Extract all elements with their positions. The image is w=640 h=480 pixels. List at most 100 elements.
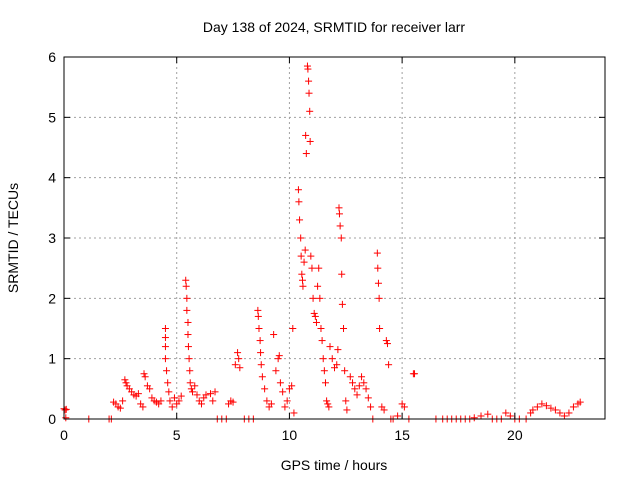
- data-point: [547, 404, 555, 412]
- y-tick-label: 3: [48, 230, 56, 246]
- data-point: [338, 300, 346, 308]
- y-axis-title: SRMTID / TECUs: [5, 183, 21, 293]
- data-point: [383, 340, 391, 348]
- y-tick-label: 2: [48, 290, 56, 306]
- data-point: [560, 412, 568, 420]
- data-point: [477, 412, 485, 420]
- data-point: [121, 376, 129, 384]
- data-point: [165, 388, 173, 396]
- data-point: [166, 397, 174, 405]
- data-point: [340, 325, 348, 332]
- data-point: [234, 349, 242, 357]
- data-point: [349, 379, 357, 387]
- x-tick-label: 20: [507, 427, 523, 443]
- data-point: [343, 406, 351, 414]
- data-point: [209, 397, 217, 405]
- data-point: [376, 325, 384, 332]
- data-point: [411, 370, 419, 378]
- data-point: [270, 331, 278, 339]
- data-point: [551, 406, 559, 414]
- data-point: [254, 306, 262, 314]
- data-point: [374, 279, 382, 287]
- data-point: [385, 361, 393, 369]
- y-tick-label: 4: [48, 170, 56, 186]
- chart-title: Day 138 of 2024, SRMTID for receiver lar…: [203, 19, 466, 35]
- data-point: [299, 282, 307, 290]
- data-point: [325, 403, 333, 411]
- data-point: [184, 318, 192, 326]
- data-point: [254, 312, 262, 320]
- data-point: [184, 331, 192, 339]
- data-point: [362, 385, 370, 393]
- data-point: [157, 397, 165, 405]
- data-point: [360, 379, 368, 387]
- data-point: [229, 398, 237, 406]
- data-point: [565, 409, 573, 417]
- data-points: [60, 62, 584, 423]
- data-point: [375, 294, 383, 302]
- data-point: [134, 390, 142, 398]
- data-point: [198, 400, 206, 408]
- data-point: [304, 65, 312, 73]
- data-point: [351, 385, 359, 393]
- data-point: [163, 367, 171, 375]
- x-tick-label: 15: [394, 427, 410, 443]
- data-point: [533, 403, 541, 411]
- data-point: [177, 392, 185, 400]
- data-point: [367, 403, 375, 411]
- y-tick-label: 5: [48, 109, 56, 125]
- data-point: [183, 294, 191, 302]
- data-point: [308, 264, 316, 272]
- data-point: [261, 385, 269, 393]
- data-point: [231, 361, 239, 369]
- data-point: [302, 150, 310, 158]
- data-point: [323, 397, 331, 405]
- data-point: [186, 379, 194, 387]
- data-point: [281, 403, 289, 411]
- data-point: [315, 264, 323, 272]
- data-point: [309, 294, 317, 302]
- data-point: [263, 397, 271, 405]
- data-point: [341, 367, 349, 375]
- data-point: [302, 131, 310, 139]
- data-point: [188, 388, 196, 396]
- ticks: 0 5 10 15 20 0 1 2 3 4 5 6: [48, 49, 605, 443]
- data-point: [576, 398, 584, 406]
- data-point: [283, 397, 291, 405]
- data-point: [161, 334, 169, 342]
- data-point: [394, 412, 402, 420]
- data-point: [301, 246, 309, 254]
- data-point: [161, 325, 169, 332]
- data-point: [202, 391, 210, 399]
- data-point: [170, 394, 178, 402]
- x-tick-label: 10: [282, 427, 298, 443]
- data-point: [161, 343, 169, 351]
- data-point: [274, 355, 282, 363]
- data-point: [62, 414, 70, 422]
- data-point: [364, 394, 372, 402]
- data-point: [502, 409, 510, 417]
- data-point: [168, 403, 176, 411]
- data-point: [297, 252, 305, 260]
- data-point: [257, 349, 265, 357]
- data-point: [185, 355, 193, 363]
- data-point: [207, 390, 215, 398]
- data-point: [305, 77, 313, 85]
- data-point: [139, 403, 147, 411]
- data-point: [61, 406, 69, 414]
- data-point: [305, 89, 313, 97]
- data-point: [318, 337, 326, 345]
- data-point: [335, 210, 343, 218]
- data-point: [336, 222, 344, 230]
- data-point: [328, 355, 336, 363]
- data-point: [316, 294, 324, 302]
- data-point: [470, 414, 478, 422]
- data-point: [191, 382, 199, 390]
- data-point: [310, 309, 318, 317]
- data-point: [164, 379, 172, 387]
- data-point: [355, 382, 363, 390]
- data-point: [295, 198, 303, 206]
- data-point: [182, 282, 190, 290]
- data-point: [335, 204, 343, 212]
